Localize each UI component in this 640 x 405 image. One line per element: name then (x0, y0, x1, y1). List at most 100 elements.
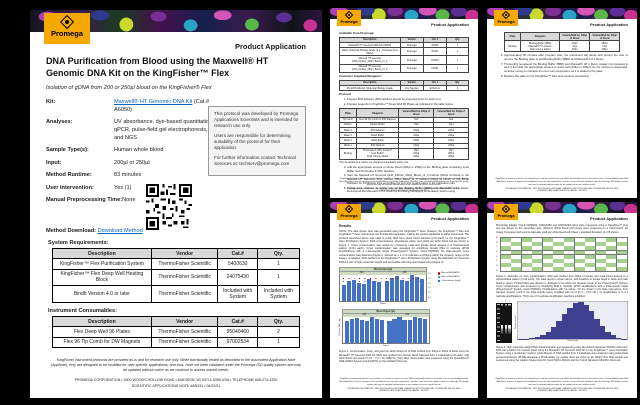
table-cell: BindIt Version 4.0 or later (52, 285, 152, 303)
download-method-link[interactable]: Download Method (97, 228, 143, 234)
field-label: Input: (46, 159, 62, 166)
bar (616, 337, 622, 340)
plate-well (532, 246, 543, 251)
footer-disclaimer: KingFisher instrument protocols are prov… (339, 378, 469, 386)
legend-item: Concentration (ng/µl) (438, 280, 461, 283)
table-cell: Promega (399, 63, 424, 73)
kit-link[interactable]: Maxwell® HT Genomic DNA Kit (114, 99, 193, 106)
protocol-steps-3-5: Add the appropriate amount of whole bloo… (339, 165, 469, 194)
notice-paragraph: This protocol was developed by Promega A… (214, 111, 299, 128)
plate-well (574, 254, 585, 259)
histogram-bars (517, 300, 628, 341)
table-cell: Maxwell HT Genomic DNA_KFFlex_200ul_Bloo… (339, 55, 401, 65)
plate-well (500, 267, 511, 272)
bar (419, 278, 424, 301)
bar (545, 331, 551, 340)
plate-well (606, 250, 617, 255)
field-method-runtime: Method Runtime: 83 minutes (46, 172, 306, 180)
promega-logo-text: Promega (497, 213, 515, 218)
table-header-cell: Vendor (150, 247, 219, 260)
bar (523, 338, 530, 340)
table-header-cell: Volume/Well for 200µl of blood (559, 31, 591, 42)
axis-tick: 0.0 (428, 296, 431, 299)
plate-well (521, 238, 532, 242)
plate-well (532, 238, 543, 242)
bar (605, 331, 611, 340)
table-body: Flex Deep Well 96 Plates ThermoFisher Sci… (52, 326, 300, 348)
table-header-cell: Volume/Well for 250µl of blood (433, 108, 469, 118)
field-label: Analyses: (46, 119, 73, 126)
plate-well (532, 259, 543, 263)
table-cell: Proteinase K (PK) Solution* Lysis Buffer*… (355, 147, 400, 160)
plate-well (532, 250, 543, 255)
table-cell: Binding (339, 147, 357, 160)
table-cell: 1 (257, 268, 300, 286)
figure1-caption: Figure 1. Concentration, purity, and yie… (339, 350, 469, 364)
decorative-art-banner (30, 10, 322, 32)
plate-well (511, 250, 522, 255)
plate-well (542, 263, 554, 267)
bar (556, 320, 562, 340)
plate-well (585, 242, 596, 247)
table-row: BindIt Version 4.0 or later ThermoFisher … (52, 285, 300, 303)
bar (379, 319, 384, 343)
plate-well (585, 267, 596, 272)
table-row: KingFisher™ Flex Deep Well Heating Block… (52, 268, 300, 286)
plate-well (606, 254, 617, 259)
bar (412, 316, 417, 343)
axis-tick: 1.0 (428, 287, 431, 290)
plate-well (616, 250, 627, 255)
footer-disclaimer: KingFisher instrument protocols are prov… (495, 178, 629, 186)
footer-docline: SCIENTIFIC APPLICATIONS NOTE #AN331 • 04… (379, 190, 429, 193)
table-header-cell: Reagents (355, 108, 400, 118)
footer-docline: SCIENTIFIC APPLICATIONS NOTE #AN331 • 04… (131, 384, 221, 388)
plate-row-label: F (496, 260, 498, 263)
plate-row-label: A (496, 237, 498, 240)
promega-logo: Promega (44, 13, 90, 44)
bar (588, 310, 595, 340)
method-download: Method Download: Download Method (46, 228, 143, 234)
table-body: Tip Comb Flex 96 Tip Comb for DW Magnets N… (339, 116, 469, 160)
axis-tick: 1.5 (428, 282, 431, 285)
bar (551, 327, 557, 340)
instrument-consumables-table: Description Vendor Cat.# Qty. Flex Deep Wel… (52, 315, 300, 348)
page-3-content: Plate Reagents Volume/Well for 200µl of bl… (496, 30, 628, 81)
plate-well (532, 263, 543, 267)
page-footer: KingFisher instrument protocols are prov… (338, 378, 470, 393)
footer-address: PROMEGA CORPORATION • 2800 WOODS HOLLOW … (347, 187, 461, 190)
table-header-cell: Cat.# (217, 247, 258, 260)
page-footer: KingFisher instrument protocols are prov… (338, 178, 470, 193)
gel-sample-lane (508, 304, 511, 342)
axis-tick: 2.5 (428, 273, 431, 276)
plate-well (595, 238, 606, 242)
footer-address: PROMEGA CORPORATION • 2800 WOODS HOLLOW … (74, 378, 278, 382)
plate-well (585, 259, 596, 263)
qr-code (146, 184, 192, 230)
plate-well (521, 263, 532, 267)
table-row: KingFisher™ Flex Purification System Ther… (52, 258, 300, 270)
plate-well (511, 246, 522, 251)
plate-well (563, 263, 575, 267)
footer-address: PROMEGA CORPORATION • 2800 WOODS HOLLOW … (347, 387, 461, 390)
bar (407, 320, 412, 343)
bar (342, 285, 347, 301)
available-from-promega-table: Description Vendor Cat. # Qty. Maxwell® HT … (339, 36, 469, 73)
plate-well (606, 242, 617, 247)
table-row: Binding Binding Buffer (BBD) Maxwell® HT-1… (503, 40, 621, 53)
plate-well (574, 250, 585, 255)
bar (387, 321, 392, 343)
plate-well (616, 254, 627, 259)
table-cell: ThermoFisher Scientific (150, 258, 219, 270)
plate-row-label: E (496, 255, 498, 258)
bar (572, 303, 579, 340)
chart-legend: Mean of A260/A280 Mean of A260/A230 Conc… (438, 272, 461, 306)
protocol-step: Prepare reagents in KingFisher™ Deep Wel… (347, 102, 469, 107)
bar (621, 338, 627, 340)
a260-280-marker-row (343, 277, 423, 279)
plate-well (553, 250, 564, 255)
available-from-promega-title: Available from Promega: (339, 31, 375, 35)
promega-logo-text: Promega (497, 19, 515, 24)
method-download-label: Method Download: (46, 228, 98, 234)
bar (540, 334, 546, 340)
